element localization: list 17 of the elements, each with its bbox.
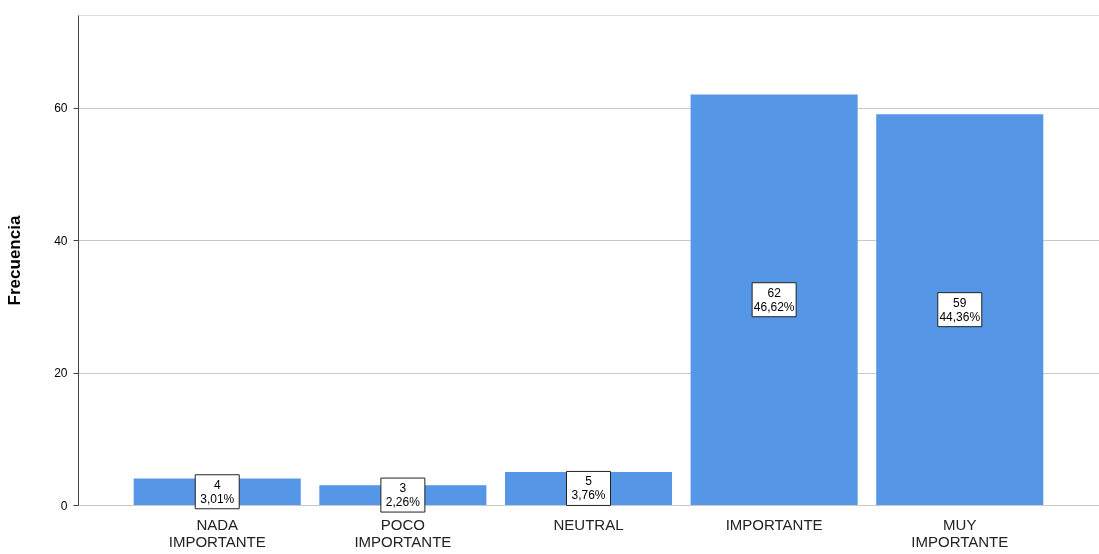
y-tick-label: 40	[54, 233, 68, 248]
bar	[690, 94, 858, 505]
data-label: 4 3,01%	[200, 477, 235, 506]
x-tick-label: NEUTRAL	[553, 515, 624, 533]
x-tick-label: IMPORTANTE	[725, 515, 823, 533]
x-tick-label: NADA IMPORTANTE	[168, 515, 266, 550]
y-tick-label: 60	[54, 101, 68, 116]
data-label: 3 2,26%	[385, 481, 421, 510]
data-label: 59 44,36%	[939, 295, 981, 324]
x-tick-label: MUY IMPORTANTE	[911, 515, 1009, 550]
y-axis-title: Frecuencia	[5, 215, 25, 306]
bar	[876, 114, 1044, 505]
x-tick-label: POCO IMPORTANTE	[354, 515, 452, 550]
data-label: 62 46,62%	[753, 285, 795, 314]
data-label: 5 3,76%	[571, 474, 606, 503]
y-tick-label: 20	[54, 366, 68, 381]
y-tick-label: 0	[60, 498, 68, 513]
